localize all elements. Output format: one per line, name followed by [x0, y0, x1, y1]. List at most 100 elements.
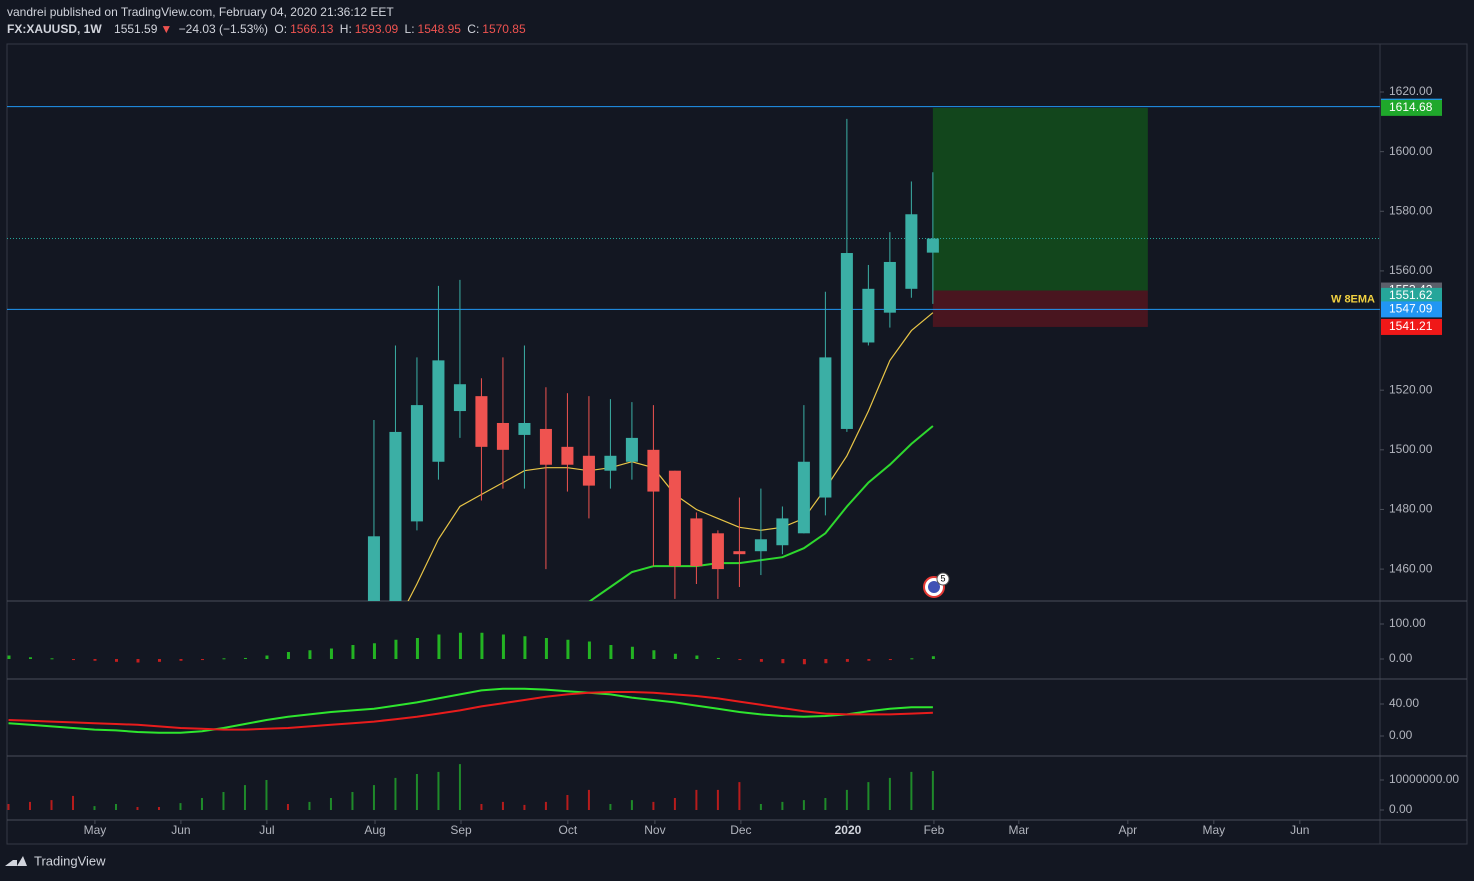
candle-body — [797, 461, 810, 534]
histogram-bar — [759, 804, 762, 810]
y-tick-label: 1560.00 — [1389, 263, 1433, 277]
histogram-bar — [372, 643, 376, 660]
histogram-bar — [630, 646, 634, 660]
ohlc-value: 1548.95 — [417, 22, 461, 36]
histogram-bar — [136, 807, 139, 810]
candle-body — [754, 539, 767, 552]
histogram-bar — [394, 777, 397, 810]
histogram-bar — [587, 641, 591, 660]
price-tag — [1381, 287, 1442, 304]
histogram-bar — [458, 632, 462, 660]
histogram-bar — [845, 659, 849, 662]
histogram-bar — [157, 659, 161, 662]
histogram-bar — [759, 659, 763, 662]
candle-body — [883, 261, 896, 313]
candle-body — [733, 551, 746, 555]
histogram-bar — [695, 789, 698, 810]
histogram-bar — [265, 780, 268, 810]
histogram-bar — [329, 798, 332, 810]
histogram-bar — [29, 801, 32, 810]
down-arrow: ▼ — [160, 22, 173, 36]
histogram-bar — [738, 659, 742, 661]
x-tick-label: May — [1202, 823, 1225, 837]
x-tick-label: Jun — [1290, 823, 1309, 837]
histogram-bar — [695, 655, 699, 660]
x-tick-label: Jul — [259, 823, 274, 837]
pane — [7, 632, 935, 665]
histogram-bar — [716, 789, 719, 810]
candle-body — [582, 455, 595, 486]
histogram-bar — [243, 785, 246, 810]
y-tick-label: 1620.00 — [1389, 84, 1433, 98]
symbol: FX:XAUUSD, 1W — [7, 22, 102, 36]
y-tick-label: 0.00 — [1389, 802, 1413, 816]
x-tick-label: Aug — [364, 823, 385, 837]
ohlc-label: H: — [339, 22, 352, 36]
histogram-bar — [931, 771, 934, 810]
legend-line: FX:XAUUSD, 1W 1551.59 ▼ −24.03 (−1.53%) O… — [7, 22, 529, 36]
histogram-bar — [415, 774, 418, 810]
histogram-bar — [566, 639, 570, 660]
candle-body — [690, 518, 703, 567]
histogram-bar — [523, 804, 526, 810]
price-tag-label: 1614.68 — [1389, 100, 1433, 114]
histogram-bar — [372, 785, 375, 810]
x-tick-label: Jun — [171, 823, 190, 837]
histogram-bar — [329, 648, 333, 660]
candle-body — [561, 446, 574, 465]
pane — [7, 764, 934, 810]
histogram-bar — [781, 659, 785, 664]
histogram-bar — [179, 659, 183, 661]
price-tag-label: 1541.21 — [1389, 319, 1433, 333]
change: −24.03 (−1.53%) — [178, 22, 269, 36]
publish-line: vandrei published on TradingView.com, Fe… — [7, 5, 397, 19]
y-tick-label: 40.00 — [1389, 696, 1419, 710]
candle-body — [604, 455, 617, 471]
histogram-bar — [286, 804, 289, 810]
y-tick-label: 0.00 — [1389, 728, 1413, 742]
histogram-bar — [200, 659, 204, 661]
histogram-bar — [394, 639, 398, 660]
histogram-bar — [673, 653, 677, 660]
histogram-bar — [845, 789, 848, 810]
brand: TradingView — [34, 853, 106, 868]
pane — [8, 687, 933, 734]
histogram-bar — [308, 650, 312, 660]
histogram-bar — [888, 777, 891, 810]
annotation: W 8EMA — [1331, 293, 1375, 305]
candle-body — [410, 405, 423, 522]
x-tick-label: Nov — [644, 823, 665, 837]
candle-body — [776, 518, 789, 546]
ohlc-value: 1566.13 — [290, 22, 334, 36]
histogram-bar — [931, 656, 935, 660]
candle-body — [862, 288, 875, 343]
histogram-bar — [544, 801, 547, 810]
histogram-bar — [652, 650, 656, 660]
x-tick-label: Sep — [450, 823, 472, 837]
histogram-bar — [458, 764, 461, 810]
histogram-bar — [501, 801, 504, 810]
candle-body — [625, 437, 638, 462]
histogram-bar — [910, 771, 913, 810]
frame — [6, 43, 1468, 845]
histogram-bar — [200, 798, 203, 810]
ohlc-value: 1570.85 — [482, 22, 526, 36]
x-tick-label: 2020 — [835, 823, 862, 837]
histogram-bar — [738, 782, 741, 810]
histogram-bar — [437, 771, 440, 810]
histogram-bar — [50, 658, 54, 660]
histogram-bar — [587, 789, 590, 810]
histogram-bar — [910, 658, 914, 660]
candle-body — [819, 357, 832, 498]
x-tick-label: Oct — [559, 823, 578, 837]
histogram-bar — [136, 659, 140, 663]
histogram-bar — [29, 657, 33, 660]
histogram-bar — [114, 659, 118, 662]
x-tick-label: Apr — [1118, 823, 1137, 837]
y-tick-label: 100.00 — [1389, 616, 1426, 630]
ohlc-label: O: — [274, 22, 288, 36]
histogram-bar — [114, 804, 117, 810]
brand-logo — [5, 856, 27, 866]
event-icon[interactable]: 5 — [923, 572, 950, 598]
